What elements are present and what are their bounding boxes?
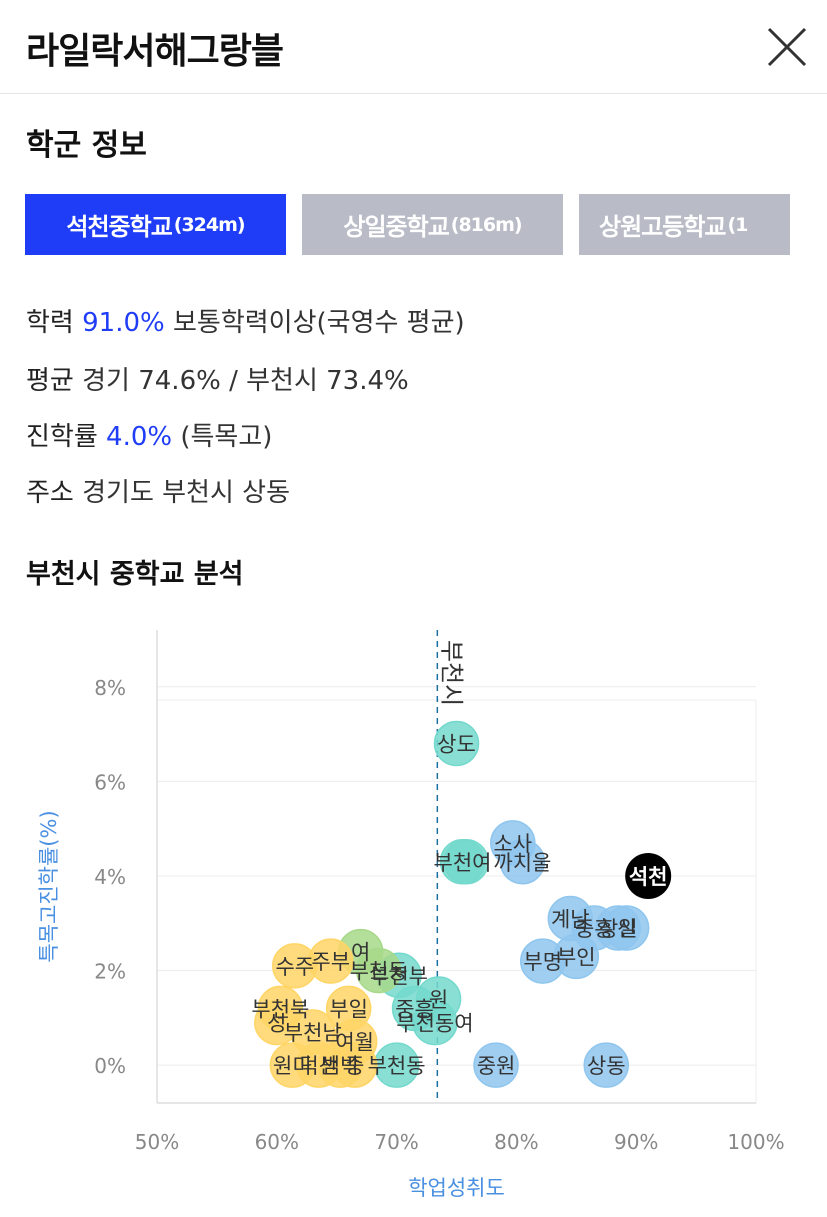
data-point-label: 까치울 — [493, 851, 551, 875]
tab-school-name: 상원고등학교 — [599, 213, 726, 241]
close-icon[interactable] — [764, 24, 810, 70]
x-tick-label: 50% — [135, 1130, 179, 1154]
data-point-label: 부천동 — [368, 1054, 426, 1078]
achievement-suffix: 보통학력이상(국영수 평균) — [172, 308, 465, 338]
data-point-label: 부천동여 — [396, 1012, 473, 1036]
data-point — [272, 943, 318, 989]
x-tick-label: 90% — [614, 1130, 658, 1154]
data-point-label: 성 — [267, 1012, 286, 1036]
y-axis-title: 특목고진학률(%) — [37, 810, 61, 962]
school-tabs: 석천중학교 (324m) 상일중학교 (816m) 상원고등학교 (1 — [25, 194, 790, 256]
data-point-label: 중원 — [477, 1054, 516, 1078]
x-tick-label: 100% — [727, 1130, 784, 1154]
data-point-label: 상도 — [437, 733, 476, 757]
data-point — [499, 839, 546, 885]
data-point-label: 부천부 — [370, 964, 428, 988]
data-point — [355, 947, 402, 994]
average-text: 경기 74.6% / 부천시 73.4% — [82, 366, 409, 396]
y-tick-label: 0% — [94, 1054, 126, 1078]
tab-school-distance: (1 — [727, 213, 748, 236]
tab-school-2[interactable]: 상일중학교 (816m) — [302, 194, 563, 255]
data-point — [553, 933, 600, 980]
data-point-label: 중 — [345, 1054, 364, 1078]
data-point — [433, 720, 480, 767]
address-text: 경기도 부천시 상동 — [82, 478, 290, 508]
info-achievement: 학력 91.0% 보통학력이상(국영수 평균) — [26, 302, 465, 339]
data-point — [603, 905, 650, 951]
data-point-label: 상일 — [599, 917, 638, 941]
data-point-label: 원미 — [273, 1054, 312, 1078]
tab-school-name: 상일중학교 — [343, 213, 449, 241]
x-tick-label: 60% — [255, 1130, 299, 1154]
data-point-label: 중흥 — [395, 997, 434, 1021]
data-point-label: 소사 — [493, 832, 532, 856]
page-title: 라일락서해그랑블 — [26, 31, 284, 72]
achievement-value: 91.0% — [82, 308, 165, 338]
analysis-title: 부천시 중학교 분석 — [26, 559, 244, 590]
tab-school-3[interactable]: 상원고등학교 (1 — [579, 194, 790, 255]
tab-school-name: 석천중학교 — [66, 213, 172, 241]
data-point-label: 수주 — [275, 955, 314, 979]
info-address: 주소 경기도 부천시 상동 — [26, 472, 290, 509]
y-tick-label: 8% — [94, 676, 126, 700]
data-point-label: 중흥 — [575, 917, 614, 941]
data-point-label: 부천북 — [251, 997, 309, 1021]
data-point — [439, 839, 486, 885]
data-point-label: 부일 — [329, 997, 368, 1021]
info-label: 주소 — [26, 478, 74, 508]
data-point — [331, 1042, 378, 1088]
data-point-label: 부인 — [557, 945, 596, 969]
data-point-label: 신 — [617, 917, 636, 941]
highlight-point-label: 석천 — [629, 865, 668, 889]
info-label: 진학률 — [26, 422, 98, 452]
reference-line-label: 부천시 — [437, 640, 465, 706]
advancement-value: 4.0% — [106, 422, 173, 452]
data-point-label: 상동 — [587, 1054, 626, 1078]
y-tick-label: 2% — [94, 960, 126, 984]
data-point-label: 부명 — [523, 950, 562, 974]
section-title: 학군 정보 — [26, 128, 147, 163]
highlight-point — [625, 852, 672, 899]
info-average: 평균 경기 74.6% / 부천시 73.4% — [26, 360, 409, 397]
data-point-label: 부천남 — [284, 1021, 342, 1045]
tab-school-1[interactable]: 석천중학교 (324m) — [25, 194, 286, 255]
x-tick-label: 80% — [494, 1130, 538, 1154]
y-tick-label: 6% — [94, 770, 126, 794]
data-point-label: 범박 — [321, 1054, 360, 1078]
advancement-suffix: (특목고) — [180, 422, 273, 452]
data-point-label: 여월 — [335, 1031, 374, 1055]
header: 라일락서해그랑블 — [0, 0, 827, 94]
data-point-label: 부천동 — [350, 960, 408, 984]
data-point — [473, 1042, 519, 1088]
info-advancement: 진학률 4.0% (특목고) — [26, 416, 272, 453]
data-point-label: 부천여 — [434, 851, 492, 875]
data-point-label: 주부 — [311, 950, 350, 974]
tab-school-distance: (324m) — [173, 213, 246, 236]
data-point — [583, 1042, 629, 1088]
tab-school-distance: (816m) — [450, 213, 523, 236]
data-point-label: 원 — [429, 988, 448, 1012]
data-point-label: 계남 — [551, 908, 590, 932]
info-label: 평균 — [26, 366, 74, 396]
x-axis-title: 학업성취도 — [408, 1176, 505, 1200]
data-point-label: 여 — [351, 941, 370, 965]
data-point-label: 덕산 — [299, 1054, 338, 1078]
y-tick-label: 4% — [94, 865, 126, 889]
info-label: 학력 — [26, 308, 74, 338]
x-tick-label: 70% — [374, 1130, 418, 1154]
